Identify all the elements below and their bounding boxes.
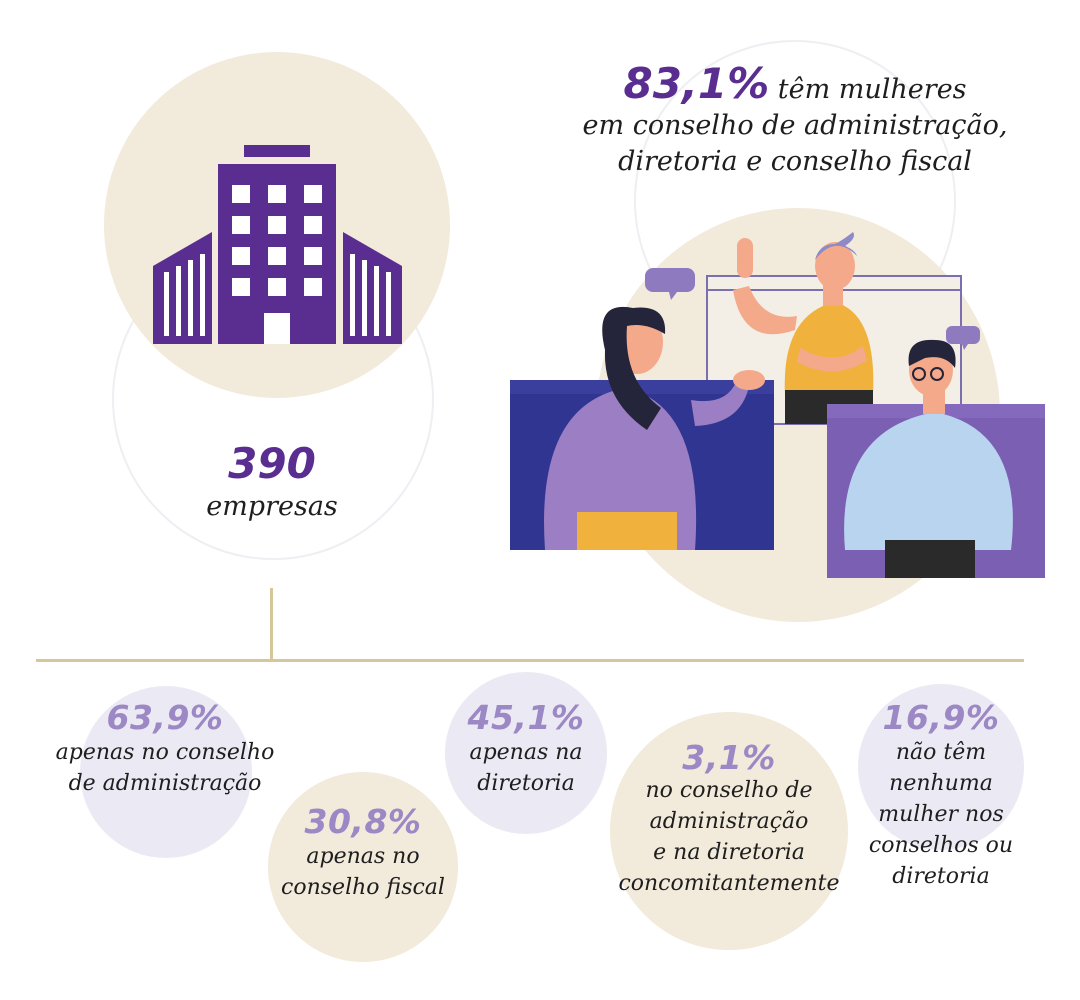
stat-3-line-2: diretoria bbox=[477, 771, 575, 796]
stat-2-line-1: apenas no bbox=[306, 844, 420, 869]
stat-2: 30,8% apenas no conselho fiscal bbox=[248, 802, 478, 903]
stat-5-line-1: não têm bbox=[895, 740, 987, 765]
connector-vertical-line bbox=[270, 588, 273, 662]
stat-5-line-4: conselhos ou bbox=[868, 833, 1014, 858]
stat-2-circle bbox=[268, 772, 458, 962]
stat-2-percent: 30,8% bbox=[304, 802, 422, 841]
headline: 83,1% têm mulheres em conselho de admini… bbox=[560, 63, 1030, 180]
stat-4-percent: 3,1% bbox=[682, 738, 776, 777]
stat-1-line-1: apenas no conselho bbox=[55, 740, 275, 765]
companies-count: 390 bbox=[228, 439, 316, 488]
stat-2-line-2: conselho fiscal bbox=[281, 875, 445, 900]
stat-1: 63,9% apenas no conselho de administraçã… bbox=[40, 698, 290, 799]
stat-3-circle bbox=[445, 672, 607, 834]
stat-5-circle bbox=[858, 684, 1024, 850]
stat-5-percent: 16,9% bbox=[882, 698, 1000, 737]
stat-3-line-1: apenas na bbox=[469, 740, 583, 765]
stat-3-percent: 45,1% bbox=[467, 698, 585, 737]
stat-4-line-2: administração bbox=[649, 809, 809, 834]
stat-5-line-2: nenhuma bbox=[889, 771, 993, 796]
headline-text-1: têm mulheres bbox=[777, 74, 967, 105]
stat-5-line-3: mulher nos bbox=[878, 802, 1004, 827]
stat-1-circle bbox=[80, 686, 252, 858]
stat-1-line-2: de administração bbox=[68, 771, 262, 796]
headline-percent: 83,1% bbox=[623, 59, 770, 108]
stat-1-percent: 63,9% bbox=[106, 698, 224, 737]
divider-line bbox=[36, 659, 1024, 662]
stat-4-circle bbox=[610, 712, 848, 950]
stat-4-line-3: e na diretoria bbox=[653, 840, 805, 865]
stat-5-line-5: diretoria bbox=[892, 864, 990, 889]
stat-4-line-4: concomitantemente bbox=[618, 871, 840, 896]
headline-text-2: em conselho de administração, bbox=[582, 110, 1008, 141]
stat-5: 16,9% não têm nenhuma mulher nos conselh… bbox=[846, 698, 1036, 892]
building-icon bbox=[153, 145, 402, 344]
headline-text-3: diretoria e conselho fiscal bbox=[618, 146, 972, 177]
people-meeting-illustration bbox=[510, 232, 1045, 578]
stat-4: 3,1% no conselho de administração e na d… bbox=[600, 738, 858, 899]
stat-3: 45,1% apenas na diretoria bbox=[426, 698, 626, 799]
stat-4-line-1: no conselho de bbox=[645, 778, 813, 803]
companies-label: empresas bbox=[206, 491, 338, 522]
headline-line-1: 83,1% têm mulheres bbox=[560, 63, 1030, 108]
